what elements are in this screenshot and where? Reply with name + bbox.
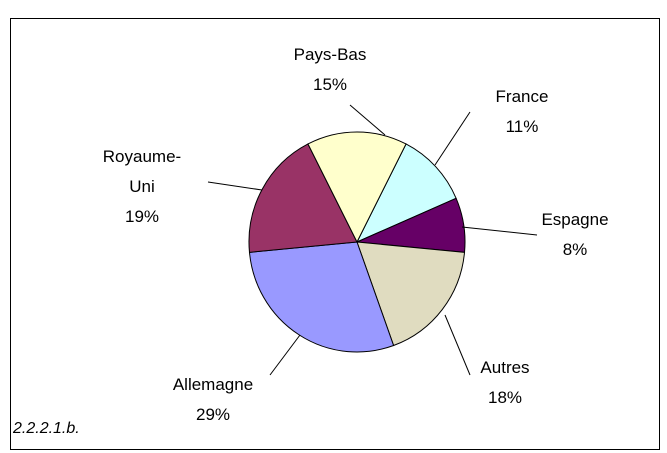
leader-line: [269, 334, 301, 376]
leader-line: [349, 104, 386, 136]
slice-label: Autres 18%: [460, 353, 550, 413]
slice-label: France 11%: [477, 82, 567, 142]
slice-label: Pays-Bas 15%: [285, 40, 375, 100]
pie-slice: [248, 143, 358, 253]
category-label: France: [495, 87, 549, 106]
value-label: 8%: [562, 240, 588, 259]
pie-slice: [248, 241, 395, 353]
category-label: Allemagne: [172, 375, 254, 394]
slice-label: Royaume-Uni 19%: [97, 142, 187, 232]
leader-line: [434, 111, 471, 166]
category-label: Pays-Bas: [293, 45, 367, 64]
leader-line: [461, 226, 538, 236]
value-label: 19%: [124, 207, 160, 226]
pie-slice: [307, 131, 407, 244]
slice-label: Allemagne 29%: [168, 370, 258, 430]
category-label: Espagne: [541, 210, 609, 229]
value-label: 18%: [487, 388, 523, 407]
leader-line: [207, 181, 263, 191]
value-label: 11%: [505, 117, 539, 136]
slice-label: Espagne 8%: [530, 205, 620, 265]
footnote: 2.2.2.1.b.: [13, 420, 80, 437]
pie-slice: [355, 143, 457, 244]
leader-line: [444, 314, 471, 376]
category-label: Autres: [480, 358, 530, 377]
value-label: 15%: [312, 75, 348, 94]
pie-slice: [356, 241, 466, 347]
value-label: 29%: [195, 405, 231, 424]
category-label: Royaume-Uni: [102, 147, 182, 196]
